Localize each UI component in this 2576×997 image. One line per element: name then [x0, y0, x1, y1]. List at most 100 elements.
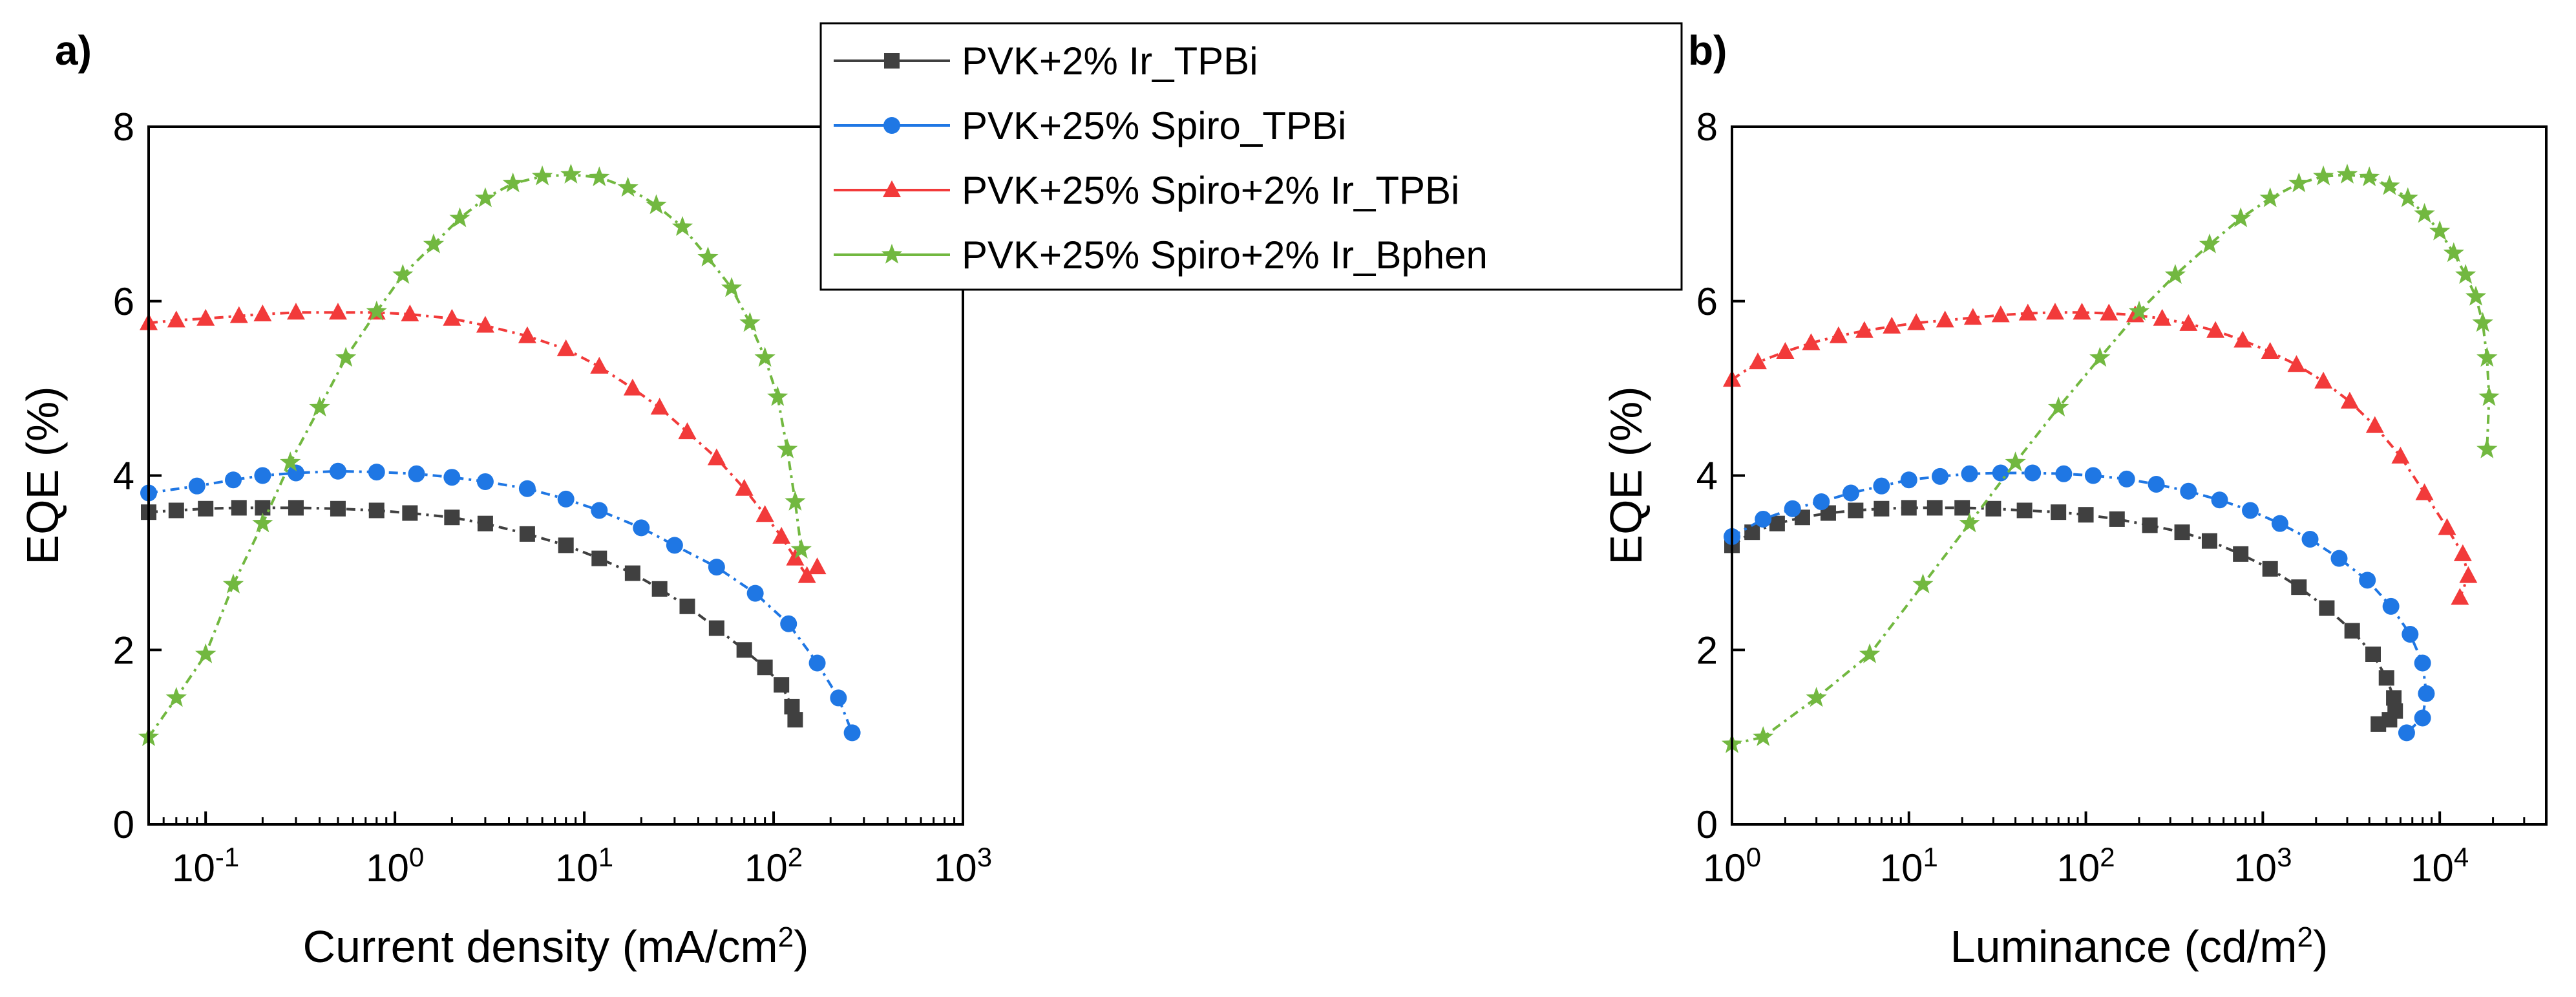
panel-b-data-point: [2451, 588, 2469, 605]
panel-a-data-point: [253, 304, 272, 321]
panel-a-data-point: [502, 172, 523, 193]
panel-a-data-point: [623, 378, 642, 396]
panel-a-data-point: [188, 477, 206, 495]
panel-b-data-point: [2174, 524, 2190, 541]
panel-a-data-point: [678, 422, 697, 440]
panel-a-data-point: [589, 166, 610, 186]
panel-b-data-point: [2330, 550, 2348, 567]
panel-b-data-point: [1776, 341, 1795, 359]
legend-entry: PVK+25% Spiro_TPBi: [834, 104, 1346, 147]
panel-a-data-point: [408, 465, 425, 482]
panel-a-x-tick-label: 103: [934, 842, 992, 890]
panel-a-data-point: [560, 164, 582, 184]
panel-a-data-point: [797, 566, 816, 583]
panel-a-x-tick-label: 102: [744, 842, 803, 890]
panel-a-data-point: [280, 451, 301, 471]
panel-a-data-point: [617, 177, 639, 197]
panel-a-data-point: [476, 316, 494, 333]
panel-b-data-point: [2391, 446, 2410, 464]
panel-b-x-axis-title-end: ): [2313, 921, 2328, 972]
panel-b-data-point: [2078, 507, 2094, 523]
panel-a-data-point: [328, 303, 347, 320]
panel-a-data-point: [229, 306, 248, 323]
panel-a-data-point: [697, 246, 719, 267]
panel-a-series-1: [141, 500, 803, 728]
panel-b-data-point: [1802, 333, 1821, 350]
panel-b-data-point: [2164, 264, 2186, 284]
legend-label: PVK+2% Ir_TPBi: [962, 39, 1258, 83]
panel-b-series-line: [1731, 506, 2397, 725]
panel-a-data-point: [330, 500, 346, 517]
panel-b-data-point: [2370, 716, 2387, 732]
panel-a-x-tick-label: 10-1: [172, 842, 239, 890]
panel-b-data-point: [1932, 467, 1949, 485]
panel-a-data-point: [679, 598, 695, 614]
panel-b-x-axis-title: Luminance (cd/m2): [1950, 921, 2328, 972]
panel-b-data-point: [2455, 264, 2476, 284]
panel-b-data-point: [2414, 654, 2431, 672]
panel-a-x-axis-title: Current density (mA/cm2): [303, 921, 809, 972]
panel-b-data-point: [1829, 326, 1848, 343]
panel-b-data-point: [2336, 164, 2358, 184]
panel-a-data-point: [195, 643, 216, 663]
panel-b-label: b): [1688, 27, 1727, 74]
panel-b-data-point: [2365, 416, 2384, 433]
panel-b-y-axis-title: EQE (%): [1601, 386, 1651, 564]
panel-b-data-point: [1900, 471, 1917, 489]
panel-b-data-point: [2344, 623, 2360, 639]
panel-b-y-tick-label: 2: [1696, 628, 1718, 672]
panel-b-data-point: [2100, 303, 2118, 321]
panel-b-x-tick-label: 101: [1880, 842, 1938, 890]
panel-a-y-tick-label: 0: [113, 803, 134, 846]
panel-b-data-point: [2211, 491, 2228, 509]
panel-b-data-point: [2359, 572, 2376, 589]
panel-a-data-point: [755, 505, 774, 522]
panel-a-data-point: [830, 689, 847, 707]
panel-b-data-point: [2142, 517, 2158, 533]
panel-b-data-point: [2153, 308, 2171, 326]
panel-b-data-point: [1961, 465, 1978, 482]
panel-a-data-point: [772, 526, 791, 544]
legend-marker: [883, 117, 900, 134]
panel-b-x-tick-label: 102: [2057, 842, 2115, 890]
legend: PVK+2% Ir_TPBi PVK+25% Spiro_TPBi PVK+25% …: [819, 22, 1683, 291]
panel-a-data-point: [746, 584, 764, 602]
panel-a-data-point: [708, 559, 725, 576]
panel-b-x-tick-label: 100: [1703, 842, 1761, 890]
panel-a-data-point: [198, 500, 214, 517]
panel-b-data-point: [2089, 347, 2111, 367]
panel-a-data-point: [757, 659, 773, 676]
panel-a-data-point: [735, 478, 754, 496]
panel-b-data-point: [2233, 330, 2252, 348]
panel-a-data-point: [449, 207, 470, 228]
panel-b-data-point: [2398, 724, 2415, 742]
panel-a-data-point: [222, 574, 244, 594]
panel-a-data-point: [531, 165, 553, 186]
legend-marker: [883, 180, 901, 197]
panel-a-data-point: [392, 264, 414, 284]
panel-b-data-point: [2418, 685, 2435, 702]
panel-b-data-point: [2340, 391, 2359, 409]
panel-a-series-line: [147, 173, 803, 738]
panel-b-data-point: [2148, 475, 2165, 493]
panel-b-data-point: [2382, 597, 2400, 615]
panel-b-y-tick-label: 8: [1696, 105, 1718, 149]
panel-a: a) 0 2 4 6 8 10-1 100 101 102 103 Current density…: [17, 27, 992, 972]
panel-b-data-point: [2379, 175, 2400, 195]
panel-b-data-point: [2024, 464, 2042, 482]
panel-b-data-point: [2051, 504, 2067, 520]
panel-a-data-point: [790, 539, 812, 559]
panel-a-data-point: [518, 326, 536, 343]
panel-b-data-point: [2378, 670, 2394, 686]
panel-a-data-point: [252, 512, 273, 533]
panel-a-data-point: [591, 550, 607, 566]
panel-b-data-point: [1907, 313, 1926, 330]
panel-a-data-point: [591, 502, 608, 519]
panel-b-data-point: [2386, 690, 2402, 706]
panel-a-data-point: [650, 398, 669, 415]
legend-entry: PVK+2% Ir_TPBi: [834, 39, 1258, 83]
panel-b-data-point: [2180, 482, 2197, 500]
panel-b-x-axis-title-main: Luminance (cd/m: [1950, 921, 2297, 972]
panel-b-data-point: [2242, 502, 2259, 519]
